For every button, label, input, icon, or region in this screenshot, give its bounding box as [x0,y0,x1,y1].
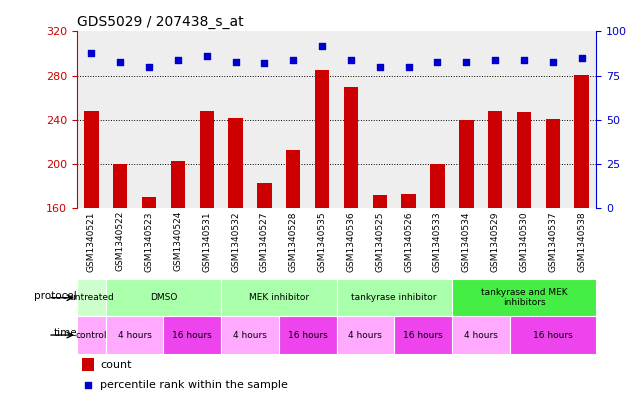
Bar [452,279,596,316]
Bar [77,316,106,354]
Text: control: control [76,331,107,340]
Bar [488,111,503,208]
Point [259,60,270,66]
Point [577,55,587,61]
Point [231,58,241,64]
Text: DMSO: DMSO [150,293,177,302]
Text: 16 hours: 16 hours [288,331,328,340]
Text: 4 hours: 4 hours [233,331,267,340]
Text: 4 hours: 4 hours [464,331,497,340]
Bar [228,118,243,208]
Bar [77,279,106,316]
Bar [113,164,128,208]
Bar [171,161,185,208]
Text: 4 hours: 4 hours [349,331,382,340]
Bar [106,316,163,354]
Point [173,57,183,63]
Point [201,53,212,59]
Bar [430,164,445,208]
Text: 16 hours: 16 hours [403,331,443,340]
Bar [163,316,221,354]
Bar [257,183,272,208]
Bar [337,279,452,316]
Bar [545,119,560,208]
Bar [510,316,596,354]
Bar [394,316,452,354]
Bar [517,112,531,208]
Text: tankyrase inhibitor: tankyrase inhibitor [351,293,437,302]
Point [519,57,529,63]
Bar [344,87,358,208]
Bar [199,111,214,208]
Bar [221,279,337,316]
Bar [82,358,94,371]
Point [462,58,472,64]
Point [547,58,558,64]
Bar [84,111,99,208]
Bar [106,279,221,316]
Text: percentile rank within the sample: percentile rank within the sample [100,380,288,390]
Point [404,64,414,70]
Text: protocol: protocol [35,291,77,301]
Point [144,64,154,70]
Text: 16 hours: 16 hours [172,331,212,340]
Bar [372,195,387,208]
Point [490,57,501,63]
Point [288,57,299,63]
Bar [452,316,510,354]
Bar [221,316,279,354]
Bar [142,197,156,208]
Text: untreated: untreated [69,293,113,302]
Text: MEK inhibitor: MEK inhibitor [249,293,309,302]
Text: GDS5029 / 207438_s_at: GDS5029 / 207438_s_at [77,15,244,29]
Text: 16 hours: 16 hours [533,331,573,340]
Bar [279,316,337,354]
Bar [459,120,474,208]
Point [432,58,442,64]
Text: time: time [54,328,77,338]
Text: count: count [100,360,132,370]
Bar [337,316,394,354]
Point [374,64,385,70]
Point [317,42,327,49]
Point [346,57,356,63]
Text: tankyrase and MEK
inhibitors: tankyrase and MEK inhibitors [481,288,567,307]
Text: 4 hours: 4 hours [118,331,151,340]
Point [86,50,97,56]
Bar [286,150,301,208]
Bar [574,75,589,208]
Bar [315,70,329,208]
Point [83,382,94,388]
Bar [401,194,416,208]
Point [115,58,126,64]
